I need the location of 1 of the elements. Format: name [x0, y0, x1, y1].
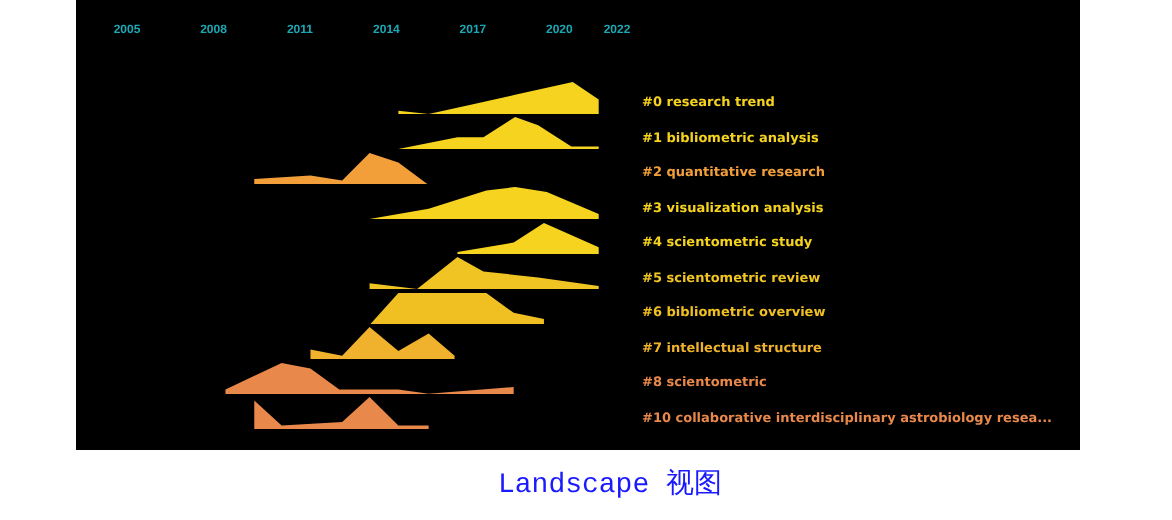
text: Landscape 视图 — [495, 467, 724, 502]
